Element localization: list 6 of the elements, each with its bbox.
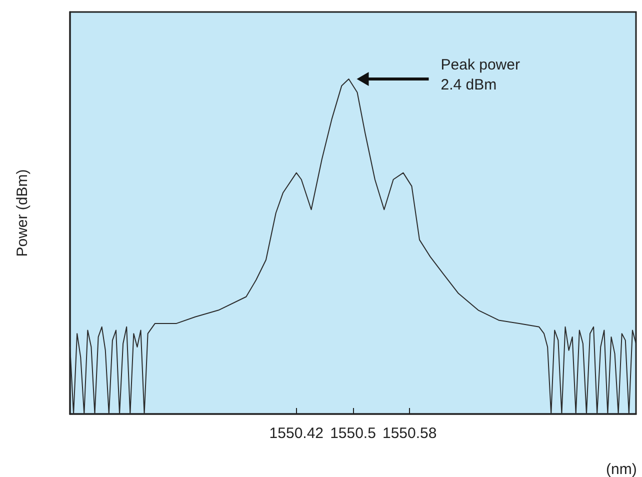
x-tick-label: 1550.58 [382, 425, 437, 442]
x-tick-label: 1550.42 [269, 425, 324, 442]
x-tick-label: 1550.5 [330, 425, 376, 442]
annotation: Peak power 2.4 dBm [440, 56, 520, 94]
x-axis-title: (nm) [606, 461, 637, 477]
y-axis-title: Power (dBm) [14, 169, 31, 257]
